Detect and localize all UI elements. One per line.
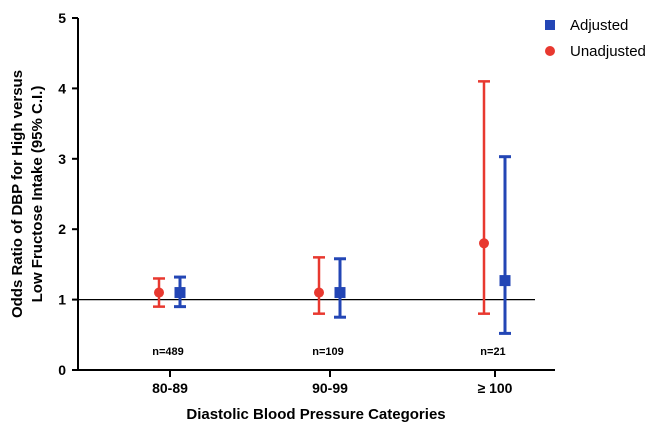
- legend-label-adjusted: Adjusted: [570, 17, 628, 34]
- legend-marker-adjusted: [545, 20, 555, 30]
- y-axis-label-line2: Low Fructose Intake (95% C.I.): [29, 86, 46, 303]
- unadjusted-point: [314, 287, 324, 298]
- y-tick-label: 1: [58, 292, 66, 308]
- y-tick-label: 2: [58, 221, 66, 237]
- sample-size-label: n=489: [152, 346, 184, 358]
- y-tick-label: 5: [58, 10, 66, 26]
- y-tick-label: 3: [58, 151, 66, 167]
- y-tick-label: 4: [58, 80, 66, 96]
- x-tick-label: 80-89: [152, 380, 188, 396]
- x-axis-label: Diastolic Blood Pressure Categories: [186, 406, 445, 423]
- legend: Adjusted Unadjusted: [545, 17, 646, 60]
- unadjusted-point: [479, 238, 489, 249]
- sample-size-label: n=21: [480, 346, 505, 358]
- x-tick-label: 90-99: [312, 380, 348, 396]
- x-tick-label: ≥ 100: [478, 380, 513, 396]
- legend-marker-unadjusted: [545, 46, 555, 56]
- legend-label-unadjusted: Unadjusted: [570, 43, 646, 60]
- adjusted-point: [334, 287, 346, 299]
- unadjusted-point: [154, 287, 164, 298]
- y-tick-label: 0: [58, 362, 66, 378]
- adjusted-point: [174, 287, 186, 299]
- y-axis-label-line1: Odds Ratio of DBP for High versus: [9, 70, 26, 318]
- adjusted-point: [499, 275, 511, 287]
- sample-size-label: n=109: [312, 346, 344, 358]
